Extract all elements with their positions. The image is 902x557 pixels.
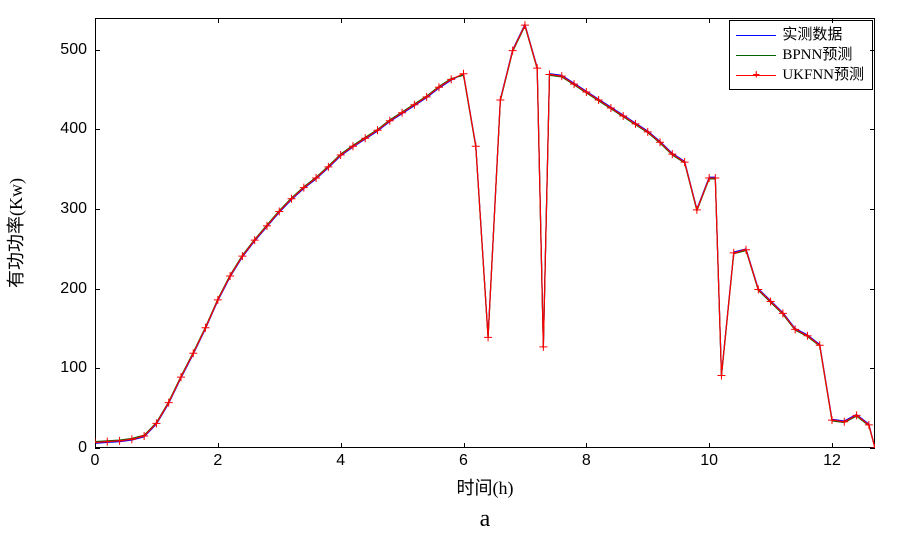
y-tick-mark [95,209,100,210]
y-tick-mark [870,50,875,51]
x-tick-label: 2 [213,452,222,470]
y-tick-label: 200 [60,280,87,298]
x-tick-label: 12 [823,452,841,470]
y-tick-label: 300 [60,200,87,218]
x-tick-mark [218,18,219,23]
y-tick-label: 500 [60,41,87,59]
legend-label: UKFNN预测 [782,65,864,85]
legend-entry-ukfnn: + UKFNN预测 [736,65,864,85]
legend-label: BPNN预测 [782,45,852,65]
legend-swatch [736,48,776,62]
legend-swatch [736,28,776,42]
y-tick-mark [95,289,100,290]
x-tick-mark [709,443,710,448]
y-axis-label: 有功功率(Kw) [2,178,28,288]
chart-figure: 实测数据BPNN预测 + UKFNN预测 有功功率(Kw) 时间(h) a 0 2 4 6… [0,0,902,557]
x-tick-label: 8 [582,452,591,470]
x-tick-mark [832,443,833,448]
y-tick-mark [870,209,875,210]
x-tick-mark [709,18,710,23]
x-tick-label: 10 [700,452,718,470]
x-tick-mark [341,18,342,23]
y-tick-label: 0 [78,439,87,457]
legend-swatch: + [736,68,776,82]
x-tick-label: 0 [91,452,100,470]
y-tick-mark [870,129,875,130]
legend-entry-measured: 实测数据 [736,25,864,45]
subplot-caption: a [480,506,491,533]
x-tick-mark [586,18,587,23]
y-tick-mark [95,448,100,449]
x-tick-mark [586,443,587,448]
x-tick-label: 6 [459,452,468,470]
x-tick-label: 4 [336,452,345,470]
y-tick-mark [95,368,100,369]
y-tick-mark [870,448,875,449]
y-tick-label: 400 [60,120,87,138]
x-tick-mark [218,443,219,448]
x-tick-mark [832,18,833,23]
legend-entry-bpnn: BPNN预测 [736,45,864,65]
x-tick-mark [464,443,465,448]
x-tick-mark [95,18,96,23]
y-tick-mark [95,50,100,51]
y-tick-mark [870,289,875,290]
y-tick-mark [870,368,875,369]
y-tick-label: 100 [60,359,87,377]
legend-label: 实测数据 [782,25,842,45]
x-tick-mark [341,443,342,448]
x-axis-label: 时间(h) [457,474,514,500]
y-tick-mark [95,129,100,130]
x-tick-mark [464,18,465,23]
legend: 实测数据BPNN预测 + UKFNN预测 [729,20,873,90]
